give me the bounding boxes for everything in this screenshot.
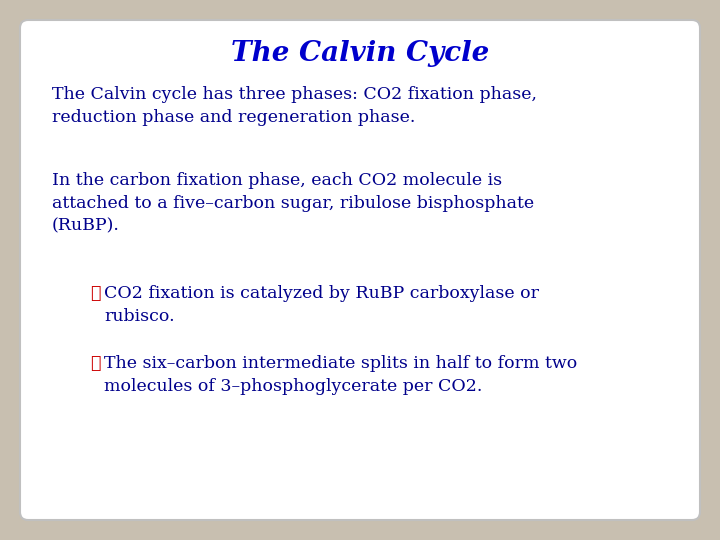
Text: In the carbon fixation phase, each CO2 molecule is
attached to a five–carbon sug: In the carbon fixation phase, each CO2 m… [52, 172, 534, 235]
Text: ❖: ❖ [90, 355, 100, 372]
Text: The Calvin cycle has three phases: CO2 fixation phase,
reduction phase and regen: The Calvin cycle has three phases: CO2 f… [52, 86, 537, 126]
Text: The six–carbon intermediate splits in half to form two
molecules of 3–phosphogly: The six–carbon intermediate splits in ha… [104, 355, 577, 395]
FancyBboxPatch shape [20, 20, 700, 520]
Text: The Calvin Cycle: The Calvin Cycle [231, 40, 489, 67]
Text: ❖: ❖ [90, 285, 100, 302]
Text: CO2 fixation is catalyzed by RuBP carboxylase or
rubisco.: CO2 fixation is catalyzed by RuBP carbox… [104, 285, 539, 325]
